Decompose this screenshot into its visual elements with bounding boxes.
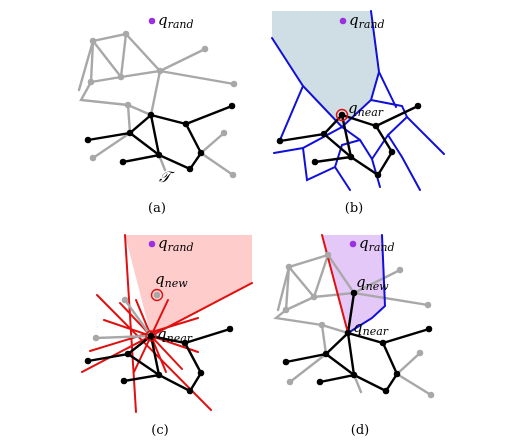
panel-b-q-near-label: qnear	[348, 99, 384, 119]
panel-c-red-region	[125, 235, 252, 336]
panel-c-q-rand-label: qrand	[158, 234, 194, 254]
panel-d-q-near-label: qnear	[353, 318, 389, 338]
panel-c-q-near-label: qnear	[157, 325, 193, 345]
panel-b-q-near-point	[338, 111, 346, 119]
panel-d: qrand qnew qnear (d)	[273, 234, 435, 438]
panel-c-black-nodes	[84, 325, 234, 395]
panel-d-q-rand-label: qrand	[359, 234, 395, 254]
panel-a-black-nodes	[84, 102, 236, 173]
panel-c-q-rand-point	[148, 240, 156, 248]
panel-d-q-rand-point	[349, 240, 357, 248]
panel-b-caption: (b)	[345, 201, 363, 216]
panel-a: qrand 𝒯 (a)	[77, 11, 238, 216]
panel-c-q-new-ring	[150, 288, 164, 302]
panel-a-gray-nodes	[87, 30, 238, 179]
panel-b: qrand qnear (b)	[271, 10, 445, 216]
panel-c-q-near-ring	[145, 330, 157, 342]
panel-d-boundary-lines	[321, 234, 387, 334]
panel-c-q-new-point	[153, 291, 161, 299]
panel-c-gray-edges	[94, 298, 153, 340]
panel-c-q-new-label: qnew	[155, 270, 188, 290]
panel-c-gray-nodes	[92, 296, 129, 342]
panel-d-caption: (d)	[351, 423, 369, 438]
panel-a-q-rand-label: qrand	[158, 11, 194, 31]
panel-d-black-nodes	[282, 289, 433, 395]
panel-c-q-near-point	[147, 332, 155, 340]
panel-b-black-nodes	[276, 102, 422, 179]
panel-c-caption: (c)	[151, 423, 168, 438]
panel-b-q-rand-label: qrand	[349, 11, 385, 31]
panel-a-q-rand-point	[148, 17, 156, 25]
panel-a-caption: (a)	[148, 201, 166, 216]
panel-c: qrand qnew qnear (c)	[81, 234, 253, 438]
panel-a-tree-label: 𝒯	[159, 168, 175, 186]
panel-b-q-near-ring	[335, 108, 349, 122]
panel-b-voronoi-region	[272, 11, 379, 127]
panel-d-q-new-label: qnew	[356, 273, 389, 293]
panel-d-gray-nodes	[282, 251, 435, 399]
panel-d-purple-region	[322, 235, 385, 333]
panel-b-q-rand-point	[339, 17, 347, 25]
